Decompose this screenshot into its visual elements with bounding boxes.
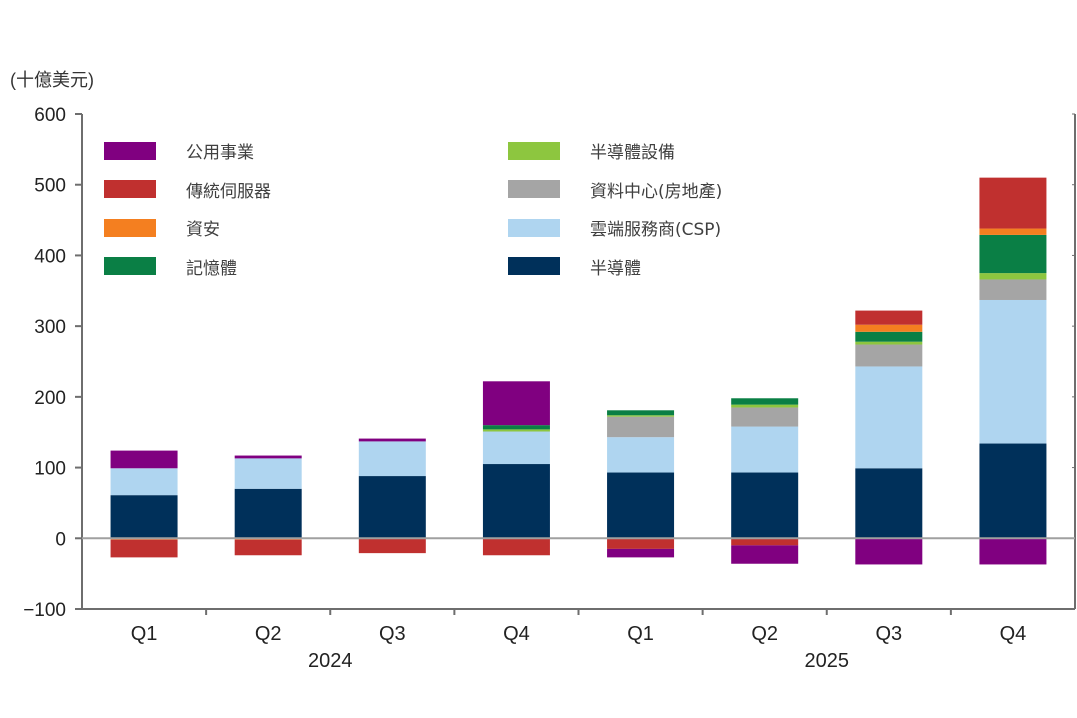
y-tick-label: 0 [55,529,66,550]
legend-item: 公用事業 [104,138,254,163]
legend-label: 雲端服務商(CSP) [590,220,722,240]
bar-segment [482,464,550,539]
bar-segment [110,450,178,469]
bar-segment [731,407,799,427]
bar-segment [110,468,178,496]
legend-label: 半導體設備 [590,143,675,163]
bar-segment [482,429,550,432]
bar-segment [979,279,1047,300]
y-tick-label: 200 [34,388,66,409]
bar-segment [358,538,426,554]
bar-segment [607,472,675,539]
bar-segment [731,545,799,564]
bar-segment [482,425,550,430]
bar-segment [855,331,923,342]
legend-swatch [104,257,156,275]
x-tick-label: Q4 [1000,623,1027,645]
y-axis-unit-label: (十億美元) [10,70,94,90]
bar-segment [855,468,923,539]
bar-segment [358,441,426,477]
x-tick-label: Q1 [627,623,654,645]
bar-segment [979,228,1047,235]
y-tick-label: −100 [23,600,66,621]
bar-segment [855,341,923,345]
legend-swatch [508,180,560,198]
legend-item: 半導體 [508,254,641,279]
bar-segment [110,495,178,539]
x-tick-label: Q3 [875,623,902,645]
bar-segment [607,548,675,558]
x-tick-label: Q4 [503,623,530,645]
bar-segment [358,438,426,442]
bar-segment [979,234,1047,274]
legend-item: 資安 [104,215,220,240]
legend-swatch [508,257,560,275]
bar-segment [110,539,178,558]
legend-swatch [104,180,156,198]
bar-segment [731,426,799,473]
y-tick-label: 500 [34,176,66,197]
legend-item: 傳統伺服器 [104,177,271,202]
legend-item: 記憶體 [104,254,237,279]
bar-segment [731,472,799,539]
x-group-label: 2024 [308,650,353,672]
bar-segment [855,366,923,469]
bar-segment [607,538,675,549]
legend-swatch [104,141,156,160]
bar-segment [855,344,923,367]
legend-swatch [508,218,560,237]
x-tick-label: Q3 [379,623,406,645]
legend-item: 半導體設備 [508,138,675,163]
legend-label: 公用事業 [186,143,254,163]
bar-segment [731,538,799,546]
y-tick-label: 300 [34,317,66,338]
bar-segment [855,324,923,332]
y-tick-label: 400 [34,246,66,267]
bar-segment [731,404,799,408]
bar-segment [979,273,1047,280]
legend-label: 資安 [186,220,220,240]
legend-swatch [104,218,156,237]
bar-segment [482,431,550,465]
legend-item: 資料中心(房地產) [508,177,722,202]
legend-item: 雲端服務商(CSP) [508,215,721,240]
x-group-label: 2025 [805,650,850,672]
bar-segment [855,310,923,325]
y-tick-label: 600 [34,105,66,126]
x-tick-label: Q1 [131,623,158,645]
bar-segment [607,410,675,416]
bar-segment [234,455,302,459]
legend-label: 資料中心(房地產) [590,181,723,202]
x-tick-label: Q2 [751,623,778,645]
bar-segment [482,381,550,426]
bar-segment [607,416,675,438]
bar-segment [979,177,1047,229]
legend-label: 半導體 [590,258,641,279]
bar-segment [607,437,675,473]
bar-segment [234,458,302,489]
bar-segment [358,476,426,539]
y-tick-label: 100 [34,459,66,480]
bar-segment [979,443,1047,539]
bar-segment [234,488,302,539]
bar-segment [855,538,923,565]
bar-segment [979,299,1047,444]
legend-label: 記憶體 [186,258,237,279]
bar-segment [234,539,302,556]
legend-label: 傳統伺服器 [186,181,271,202]
bar-segment [979,538,1047,565]
legend-swatch [508,141,560,160]
bar-segment [482,538,550,556]
x-tick-label: Q2 [255,623,282,645]
bar-segment [731,398,799,405]
bar-segment [607,415,675,417]
